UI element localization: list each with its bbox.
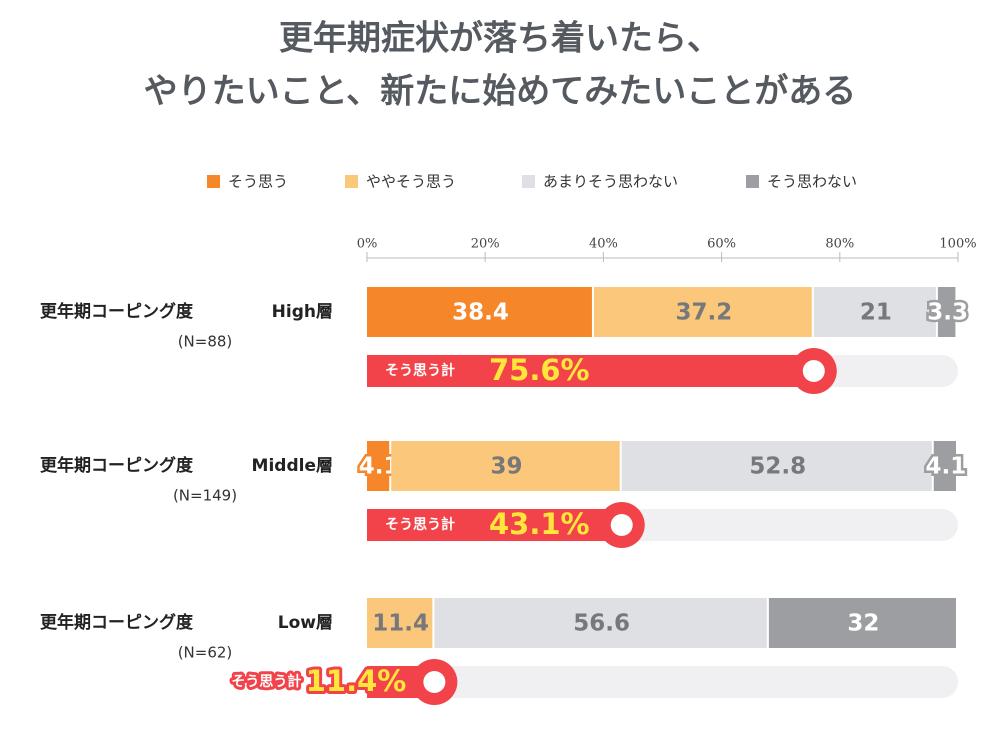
data-label: 37.2 [675,300,732,326]
legend-swatch [746,175,759,188]
total-label: そう思う計 [231,673,301,690]
total-knob [802,360,825,382]
category-label: High層 [272,302,333,322]
bar [367,287,592,337]
total-label: そう思う計 [385,516,455,533]
sample-size: (N=88) [178,333,233,351]
legend-label: そう思う [228,173,288,191]
legend-label: ややそう思う [366,173,456,191]
data-label: 4.1 [926,454,967,480]
total-value: 11.4% [306,664,407,698]
legend-swatch [345,175,358,188]
sample-size: (N=149) [173,487,237,505]
total-label: そう思う計 [385,362,455,379]
category-group: 更年期コーピング度 [40,612,194,633]
x-tick-label: 20% [471,237,500,252]
bar [933,441,956,491]
x-tick-label: 0% [357,237,378,252]
category-label: Low層 [278,613,333,633]
bar [813,287,936,337]
data-label: 21 [860,300,892,326]
total-bar [367,355,814,387]
data-label: 11.4 [372,611,429,637]
data-label: 32 [847,611,879,637]
legend-label: そう思わない [767,173,857,191]
total-knob [610,514,633,536]
category-group: 更年期コーピング度 [40,455,194,476]
data-label: 56.6 [573,611,630,637]
x-tick-label: 100% [939,237,976,252]
bar [434,598,767,648]
chart-title: やりたいこと、新たに始めてみたいことがある [144,72,857,112]
data-label: 3.3 [927,300,968,326]
bar [593,287,812,337]
total-knob [423,671,446,693]
bar [367,598,433,648]
x-tick-label: 80% [825,237,854,252]
total-bar [367,509,622,541]
bar [768,598,956,648]
bar [937,287,956,337]
data-label: 52.8 [749,454,806,480]
x-tick-label: 40% [589,237,618,252]
total-track [367,666,958,698]
legend-swatch [522,175,535,188]
legend-label: あまりそう思わない [543,173,678,191]
category-label: Middle層 [252,456,333,476]
bar [367,441,390,491]
sample-size: (N=62) [178,644,233,662]
legend-swatch [207,175,220,188]
data-label: 38.4 [452,300,509,326]
category-group: 更年期コーピング度 [40,301,194,322]
x-tick-label: 60% [707,237,736,252]
total-value: 75.6% [489,353,590,387]
bar [621,441,932,491]
total-value: 43.1% [489,507,590,541]
chart-title: 更年期症状が落ち着いたら、 [279,19,721,59]
bar [391,441,620,491]
data-label: 39 [490,454,522,480]
